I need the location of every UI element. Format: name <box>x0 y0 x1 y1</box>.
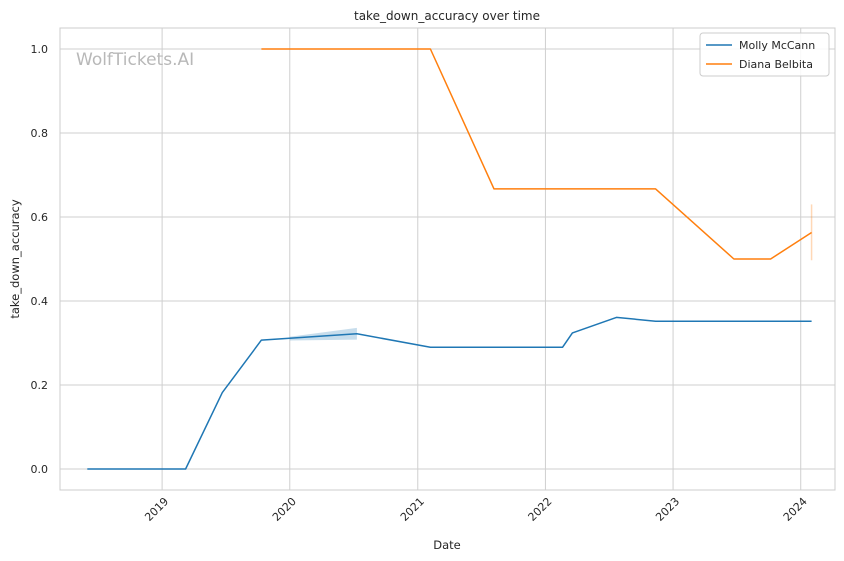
series-line-diana-belbita <box>261 48 813 260</box>
x-tick-label: 2023 <box>653 495 682 524</box>
watermark: WolfTickets.AI <box>76 50 194 70</box>
legend-box <box>699 32 830 77</box>
plot-area <box>59 27 836 491</box>
legend-label-diana-belbita: Diana Belbita <box>739 58 813 71</box>
x-axis-label: Date <box>433 538 461 552</box>
legend-label-molly-mccann: Molly McCann <box>739 39 815 52</box>
y-tick-label: 1.0 <box>31 43 49 56</box>
x-tick-label: 2021 <box>398 495 427 524</box>
chart-title: take_down_accuracy over time <box>354 9 540 23</box>
x-tick-labels: 2019 2020 2021 2022 2023 2024 <box>142 495 810 524</box>
y-tick-label: 0.2 <box>31 379 49 392</box>
grid <box>60 28 835 490</box>
y-tick-label: 0.8 <box>31 127 49 140</box>
y-tick-label: 0.6 <box>31 211 49 224</box>
x-tick-label: 2019 <box>142 495 171 524</box>
x-tick-label: 2024 <box>781 495 810 524</box>
series-line-molly-mccann <box>87 316 812 470</box>
legend: Molly McCann Diana Belbita <box>699 32 830 77</box>
y-axis-label: take_down_accuracy <box>8 199 22 318</box>
y-tick-labels: 0.0 0.2 0.4 0.6 0.8 1.0 <box>31 43 49 476</box>
x-tick-label: 2022 <box>526 495 555 524</box>
series-lines <box>87 48 813 470</box>
y-tick-label: 0.4 <box>31 295 49 308</box>
x-tick-label: 2020 <box>270 495 299 524</box>
y-tick-label: 0.0 <box>31 463 49 476</box>
